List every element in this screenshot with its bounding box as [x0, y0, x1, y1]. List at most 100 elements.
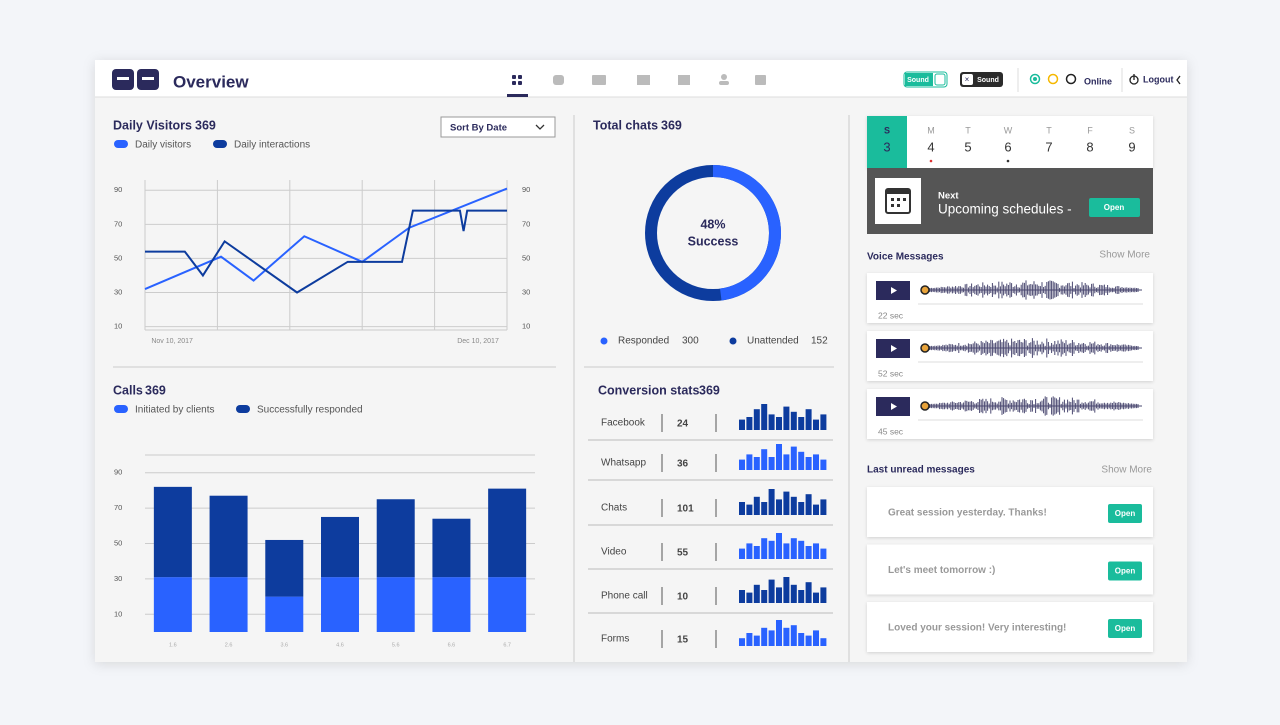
- show-more[interactable]: Show More: [1101, 465, 1152, 476]
- waveform: [929, 396, 1139, 416]
- x-tick-label: 1.6: [169, 642, 177, 648]
- mini-bar: [790, 496, 797, 515]
- open-button[interactable]: [1108, 619, 1142, 638]
- mini-bar: [739, 419, 745, 430]
- x-tick-label: 5.6: [392, 642, 400, 648]
- mini-bar: [820, 587, 827, 603]
- mini-bar: [746, 417, 753, 430]
- row-name: Facebook: [601, 418, 646, 429]
- x-tick-label: 4.6: [336, 642, 344, 648]
- nav-icons[interactable]: [507, 74, 766, 97]
- legend-dot: [600, 337, 608, 345]
- legend-dot: [729, 337, 737, 345]
- mini-bar: [761, 502, 768, 515]
- mini-bar: [753, 409, 760, 430]
- y-tick-label: 90: [114, 185, 122, 194]
- mini-bar: [805, 635, 812, 646]
- mini-bar: [790, 625, 797, 646]
- mini-bar: [790, 411, 797, 430]
- mini-bar: [768, 540, 775, 559]
- mini-bar: [783, 406, 790, 430]
- mini-bar: [753, 635, 760, 646]
- row-count: 10: [677, 592, 689, 603]
- mini-bar: [783, 627, 790, 646]
- sound-toggle-off[interactable]: × Sound: [960, 72, 1003, 87]
- play-icon: [891, 287, 897, 294]
- bar-segment: [153, 577, 192, 632]
- row-count: 36: [677, 459, 689, 470]
- day-date[interactable]: 8: [1086, 139, 1093, 154]
- day-date[interactable]: 6: [1004, 139, 1011, 154]
- open-button[interactable]: [1108, 561, 1142, 581]
- bar-segment: [488, 488, 527, 578]
- play-icon: [891, 403, 897, 410]
- mini-bar: [805, 546, 812, 559]
- mini-bar: [768, 579, 775, 603]
- legend-value: 152: [811, 336, 828, 347]
- mini-bar: [798, 451, 805, 470]
- duration: 52 sec: [878, 368, 904, 378]
- mini-bar: [798, 417, 805, 430]
- y-tick-label: 10: [114, 322, 122, 331]
- legend-swatch: [213, 140, 227, 148]
- message-card: [867, 544, 1153, 595]
- y-tick-label: 10: [522, 322, 530, 331]
- logout[interactable]: Logout: [1129, 74, 1181, 85]
- day-date[interactable]: 4: [927, 139, 934, 154]
- duration: 22 sec: [878, 310, 904, 320]
- mini-bar: [776, 444, 782, 470]
- message-text: Let's meet tomorrow :): [888, 565, 995, 576]
- y-tick-label: 10: [114, 609, 122, 618]
- day-letter: T: [1046, 125, 1052, 135]
- day-date[interactable]: 7: [1045, 139, 1052, 154]
- calendar-selected[interactable]: [867, 116, 907, 168]
- legend-label: Daily interactions: [234, 140, 310, 151]
- mini-bar: [805, 494, 812, 515]
- mini-bar: [805, 582, 812, 603]
- open-button[interactable]: Open: [1089, 198, 1140, 217]
- button-label: Open: [1104, 203, 1125, 212]
- mini-bar: [805, 409, 812, 430]
- mini-bar: [776, 587, 782, 603]
- legend-value: 300: [682, 336, 699, 347]
- row-name: Phone call: [601, 591, 648, 602]
- legend-label: Responded: [618, 336, 669, 347]
- duration: 45 sec: [878, 426, 904, 436]
- open-button[interactable]: [1108, 504, 1142, 523]
- bar-segment: [265, 539, 304, 597]
- bar-segment: [153, 486, 192, 578]
- y-tick-label: 30: [114, 287, 122, 296]
- row-count: 55: [677, 548, 689, 559]
- section-total: 369: [145, 383, 166, 397]
- sound-toggle-on[interactable]: Sound: [903, 71, 948, 88]
- section-title: Voice Messages: [867, 252, 944, 263]
- mini-bar: [813, 504, 819, 515]
- y-tick-label: 50: [114, 538, 122, 547]
- donut-label: Success: [688, 234, 739, 248]
- mini-bar: [768, 457, 775, 470]
- day-date[interactable]: 9: [1128, 139, 1135, 154]
- sort-dropdown[interactable]: Sort By Date: [440, 116, 556, 138]
- mini-bar: [761, 404, 768, 430]
- y-tick-label: 90: [114, 468, 122, 477]
- day-date[interactable]: 3: [883, 139, 890, 154]
- status-dots[interactable]: [1029, 73, 1077, 85]
- logo: [112, 69, 159, 90]
- voice-card: [867, 389, 1153, 439]
- row-name: Forms: [601, 634, 629, 645]
- page-title: Overview: [173, 72, 249, 91]
- day-date[interactable]: 5: [964, 139, 971, 154]
- mini-bar: [798, 633, 805, 646]
- calendar-icon: [875, 178, 921, 224]
- legend-swatch: [114, 140, 128, 148]
- row-name: Whatsapp: [601, 458, 646, 469]
- calendar-strip: [867, 116, 1153, 168]
- mini-bar: [753, 496, 760, 515]
- bar-segment: [432, 518, 471, 578]
- legend-label: Unattended: [747, 336, 799, 347]
- section-title: Last unread messages: [867, 465, 975, 476]
- x-tick-label: 6.7: [503, 642, 511, 648]
- legend-label: Initiated by clients: [135, 405, 215, 416]
- playhead: [920, 401, 930, 411]
- show-more[interactable]: Show More: [1099, 250, 1150, 261]
